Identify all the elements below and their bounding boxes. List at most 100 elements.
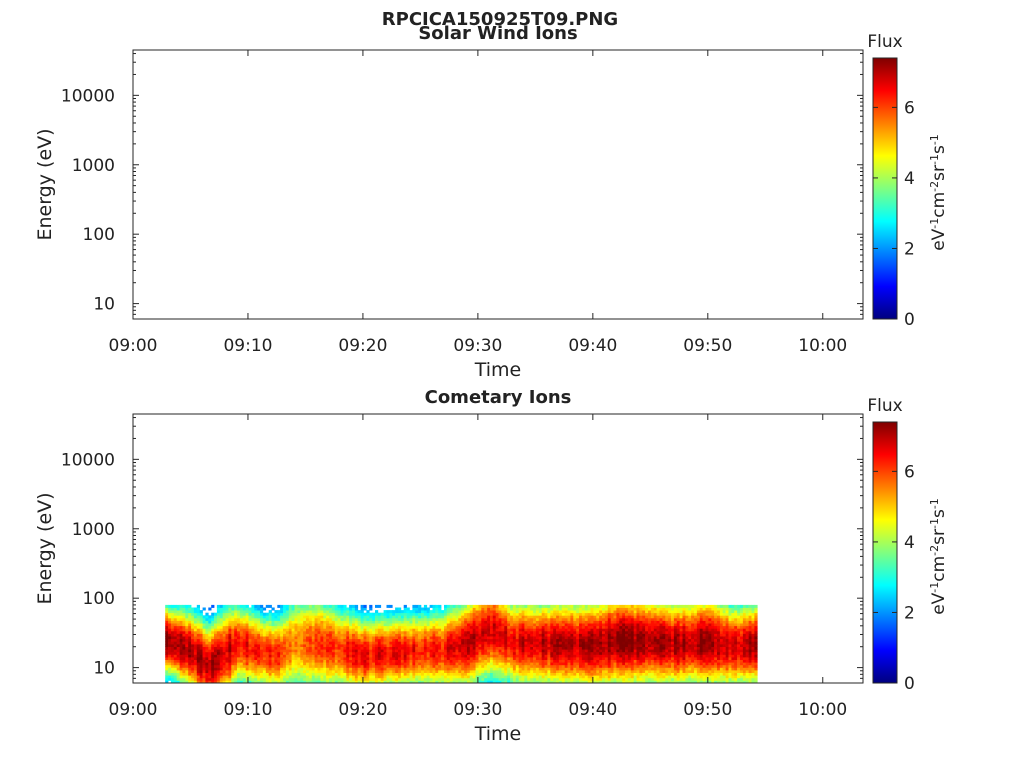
heatmap-cell bbox=[634, 660, 637, 663]
heatmap-cell bbox=[378, 621, 381, 624]
heatmap-cell bbox=[562, 623, 565, 626]
heatmap-cell bbox=[272, 670, 275, 673]
heatmap-cell bbox=[318, 644, 321, 647]
heatmap-cell bbox=[361, 639, 364, 642]
heatmap-cell bbox=[217, 605, 220, 608]
heatmap-cell bbox=[254, 660, 257, 663]
heatmap-cell bbox=[292, 621, 295, 624]
heatmap-cell bbox=[246, 657, 249, 660]
heatmap-cell bbox=[545, 634, 548, 637]
heatmap-cell bbox=[450, 644, 453, 647]
heatmap-cell bbox=[484, 673, 487, 676]
heatmap-cell bbox=[404, 615, 407, 618]
heatmap-cell bbox=[533, 641, 536, 644]
heatmap-cell bbox=[361, 618, 364, 621]
heatmap-cell bbox=[338, 647, 341, 650]
heatmap-cell bbox=[309, 670, 312, 673]
heatmap-cell bbox=[208, 673, 211, 676]
heatmap-cell bbox=[214, 662, 217, 665]
heatmap-cell bbox=[519, 634, 522, 637]
heatmap-cell bbox=[341, 639, 344, 642]
heatmap-cell bbox=[174, 621, 177, 624]
heatmap-cell bbox=[591, 610, 594, 613]
heatmap-cell bbox=[257, 673, 260, 676]
heatmap-cell bbox=[292, 665, 295, 668]
heatmap-cell bbox=[401, 665, 404, 668]
heatmap-cell bbox=[438, 675, 441, 678]
heatmap-cell bbox=[404, 667, 407, 670]
heatmap-cell bbox=[424, 670, 427, 673]
heatmap-cell bbox=[536, 675, 539, 678]
heatmap-cell bbox=[484, 657, 487, 660]
y-tick-label: 100 bbox=[83, 225, 115, 245]
heatmap-cell bbox=[188, 639, 191, 642]
heatmap-cell bbox=[237, 641, 240, 644]
heatmap-cell bbox=[185, 647, 188, 650]
heatmap-cell bbox=[545, 621, 548, 624]
heatmap-cell bbox=[277, 654, 280, 657]
heatmap-cell bbox=[421, 654, 424, 657]
heatmap-cell bbox=[277, 626, 280, 629]
heatmap-cell bbox=[274, 634, 277, 637]
heatmap-cell bbox=[522, 660, 525, 663]
heatmap-cell bbox=[197, 610, 200, 613]
heatmap-cell bbox=[479, 670, 482, 673]
heatmap-cell bbox=[228, 613, 231, 616]
heatmap-cell bbox=[585, 623, 588, 626]
heatmap-cell bbox=[352, 657, 355, 660]
heatmap-cell bbox=[614, 644, 617, 647]
heatmap-cell bbox=[608, 657, 611, 660]
heatmap-cell bbox=[295, 654, 298, 657]
heatmap-cell bbox=[174, 644, 177, 647]
heatmap-cell bbox=[392, 678, 395, 681]
heatmap-cell bbox=[424, 639, 427, 642]
heatmap-cell bbox=[343, 662, 346, 665]
heatmap-cell bbox=[283, 678, 286, 681]
heatmap-cell bbox=[625, 654, 628, 657]
heatmap-cell bbox=[519, 613, 522, 616]
heatmap-cell bbox=[619, 660, 622, 663]
heatmap-cell bbox=[401, 621, 404, 624]
heatmap-cell bbox=[493, 631, 496, 634]
heatmap-cell bbox=[234, 605, 237, 608]
heatmap-cell bbox=[631, 670, 634, 673]
heatmap-cell bbox=[484, 623, 487, 626]
heatmap-cell bbox=[481, 652, 484, 655]
heatmap-cell bbox=[366, 639, 369, 642]
heatmap-cell bbox=[266, 654, 269, 657]
heatmap-cell bbox=[533, 678, 536, 681]
heatmap-cell bbox=[263, 673, 266, 676]
heatmap-cell bbox=[412, 636, 415, 639]
heatmap-cell bbox=[418, 621, 421, 624]
heatmap-cell bbox=[424, 652, 427, 655]
heatmap-cell bbox=[369, 673, 372, 676]
heatmap-cell bbox=[303, 618, 306, 621]
heatmap-cell bbox=[277, 670, 280, 673]
heatmap-cell bbox=[582, 667, 585, 670]
heatmap-cell bbox=[433, 618, 436, 621]
heatmap-cell bbox=[573, 605, 576, 608]
heatmap-cell bbox=[410, 662, 413, 665]
heatmap-cell bbox=[516, 665, 519, 668]
heatmap-cell bbox=[510, 628, 513, 631]
heatmap-cell bbox=[381, 665, 384, 668]
heatmap-cell bbox=[582, 631, 585, 634]
heatmap-cell bbox=[220, 621, 223, 624]
heatmap-cell bbox=[545, 649, 548, 652]
heatmap-cell bbox=[418, 665, 421, 668]
heatmap-cell bbox=[300, 626, 303, 629]
heatmap-cell bbox=[404, 621, 407, 624]
heatmap-cell bbox=[283, 636, 286, 639]
heatmap-cell bbox=[243, 618, 246, 621]
heatmap-cell bbox=[332, 615, 335, 618]
heatmap-cell bbox=[297, 626, 300, 629]
heatmap-cell bbox=[556, 605, 559, 608]
heatmap-cell bbox=[375, 626, 378, 629]
heatmap-cell bbox=[228, 665, 231, 668]
heatmap-cell bbox=[421, 613, 424, 616]
heatmap-cell bbox=[458, 667, 461, 670]
heatmap-cell bbox=[622, 613, 625, 616]
heatmap-cell bbox=[433, 605, 436, 608]
heatmap-cell bbox=[625, 670, 628, 673]
heatmap-cell bbox=[573, 608, 576, 611]
